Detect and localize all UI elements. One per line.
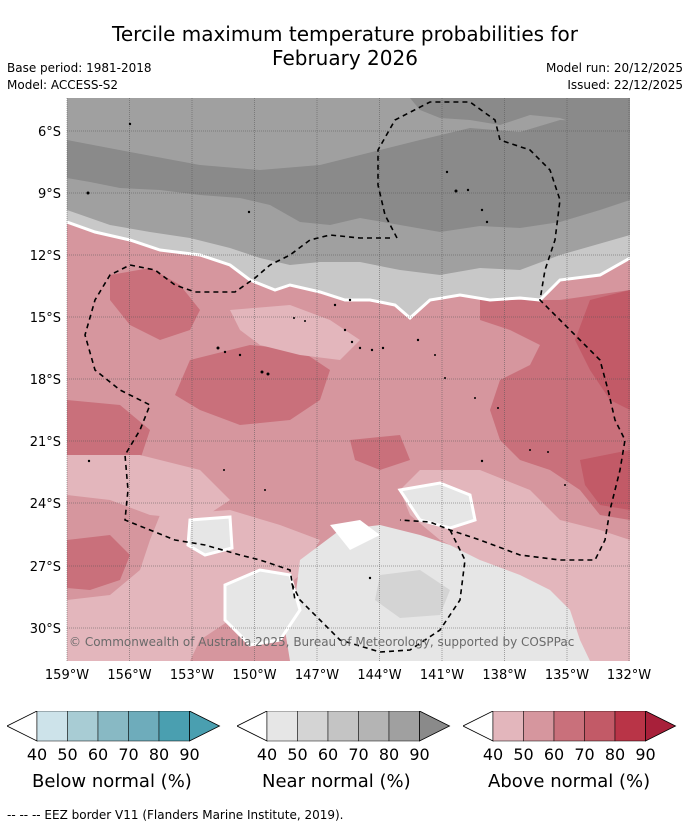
lon-label: 153°W — [170, 668, 214, 683]
colorbar-2 — [463, 711, 677, 742]
title-line-2: February 2026 — [272, 46, 418, 70]
issued-date: Issued: 22/12/2025 — [567, 78, 683, 92]
colorbar-0 — [7, 711, 221, 742]
colorbar-segment — [614, 711, 646, 742]
above-zone-5 — [575, 290, 630, 410]
near-pale-patch-2 — [186, 515, 234, 557]
lat-label: 30°S — [30, 622, 61, 637]
colorbar-segment — [266, 711, 298, 742]
lon-label: 132°W — [607, 668, 651, 683]
above-pale-3 — [67, 510, 320, 661]
lon-label: 147°W — [295, 668, 339, 683]
colorbar-segment — [36, 711, 68, 742]
colorbar-tick: 80 — [378, 745, 400, 764]
colorbar-max-arrow — [645, 711, 677, 742]
lat-label: 15°S — [30, 311, 61, 326]
colorbar-title: Above normal (%) — [488, 771, 651, 792]
colorbar-tick: 60 — [317, 745, 339, 764]
colorbar-min-arrow — [463, 711, 494, 742]
colorbar-tick: 60 — [87, 745, 109, 764]
colorbar-tick: 40 — [482, 745, 504, 764]
near-normal-dark-top — [410, 98, 630, 132]
near-patch-4 — [375, 570, 450, 618]
eez-cook-islands — [84, 234, 390, 601]
colorbar-tick: 80 — [604, 745, 626, 764]
colorbar-segment — [492, 711, 524, 742]
copyright-text: © Commonwealth of Australia 2025, Bureau… — [69, 635, 574, 649]
colorbar-max-arrow — [419, 711, 451, 742]
colorbar-segment — [553, 711, 585, 742]
near-pale-patch — [397, 481, 477, 530]
colorbar-tick: 70 — [348, 745, 369, 764]
colorbar-tick: 50 — [57, 745, 78, 764]
lat-label: 9°S — [38, 187, 61, 202]
colorbar-min-arrow — [7, 711, 38, 742]
colorbar-segment — [327, 711, 359, 742]
colorbar-tick: 40 — [256, 745, 278, 764]
colorbar-segment — [67, 711, 99, 742]
category-boundary — [67, 220, 630, 321]
base-period: Base period: 1981-2018 — [7, 61, 152, 75]
eez-french-polynesia — [377, 101, 626, 561]
colorbar-title: Below normal (%) — [32, 771, 192, 792]
colorbar-title: Near normal (%) — [262, 771, 411, 792]
colorbar-tick: 90 — [179, 745, 200, 764]
probability-map: 159°W 156°W 153°W 150°W 147°W 144°W 141°W 138°W… — [30, 98, 652, 683]
lat-label: 21°S — [30, 435, 61, 450]
above-zone-6 — [580, 450, 630, 510]
title-line-1: Tercile maximum temperature probabilitie… — [112, 22, 578, 46]
lon-label: 150°W — [232, 668, 276, 683]
lat-label: 12°S — [30, 249, 61, 264]
axis-labels: 159°W 156°W 153°W 150°W 147°W 144°W 141°W 138°W… — [30, 125, 652, 683]
lat-label: 18°S — [30, 373, 61, 388]
near-pale-patch-3 — [223, 568, 302, 647]
colorbar-min-arrow — [237, 711, 268, 742]
colorbar-segment — [128, 711, 160, 742]
colorbar-segment — [388, 711, 420, 742]
colorbar-max-arrow — [189, 711, 221, 742]
colorbar-tick: 50 — [513, 745, 534, 764]
colorbar-tick: 40 — [26, 745, 48, 764]
above-zone-7 — [67, 535, 130, 590]
above-pale-1 — [230, 305, 360, 360]
colorbar-segment — [584, 711, 616, 742]
islands — [86, 122, 566, 580]
eez-borders — [84, 101, 626, 653]
colorbar-segment — [97, 711, 129, 742]
colorbar-tick: 50 — [287, 745, 308, 764]
map-title: Tercile maximum temperature probabilitie… — [0, 22, 690, 70]
model-name: Model: ACCESS-S2 — [7, 78, 119, 92]
near-normal-dark — [67, 120, 630, 232]
colorbar-tick: 80 — [148, 745, 170, 764]
colorbar-tick: 70 — [574, 745, 595, 764]
lon-label: 159°W — [45, 668, 89, 683]
eez-footnote: -- -- -- EEZ border V11 (Flanders Marine… — [7, 808, 344, 822]
colorbar-tick: 60 — [543, 745, 565, 764]
above-pale-2 — [67, 455, 230, 520]
colorbar-1 — [237, 711, 451, 742]
meta-left: Base period: 1981-2018 Model: ACCESS-S2 — [7, 60, 152, 94]
above-zone-1 — [110, 268, 200, 340]
lat-label: 27°S — [30, 560, 61, 575]
lon-label: 141°W — [420, 668, 464, 683]
lat-label: 6°S — [38, 125, 61, 140]
colorbar-tick: 70 — [118, 745, 139, 764]
white-patch-1 — [330, 520, 380, 550]
meta-right: Model run: 20/12/2025 Issued: 22/12/2025 — [546, 60, 683, 94]
colorbar-tick: 90 — [409, 745, 430, 764]
lon-label: 138°W — [482, 668, 526, 683]
lon-label: 135°W — [545, 668, 589, 683]
colorbar-segment — [358, 711, 390, 742]
map-fill — [67, 98, 630, 661]
lon-label: 156°W — [107, 668, 151, 683]
colorbar-segment — [158, 711, 190, 742]
model-run: Model run: 20/12/2025 — [545, 61, 683, 75]
lon-label: 144°W — [357, 668, 401, 683]
lat-label: 24°S — [30, 497, 61, 512]
above-zone-2 — [175, 345, 330, 425]
colorbar-tick: 90 — [635, 745, 656, 764]
above-zone-8 — [350, 435, 410, 470]
colorbar-segment — [297, 711, 329, 742]
colorbar-segment — [523, 711, 555, 742]
